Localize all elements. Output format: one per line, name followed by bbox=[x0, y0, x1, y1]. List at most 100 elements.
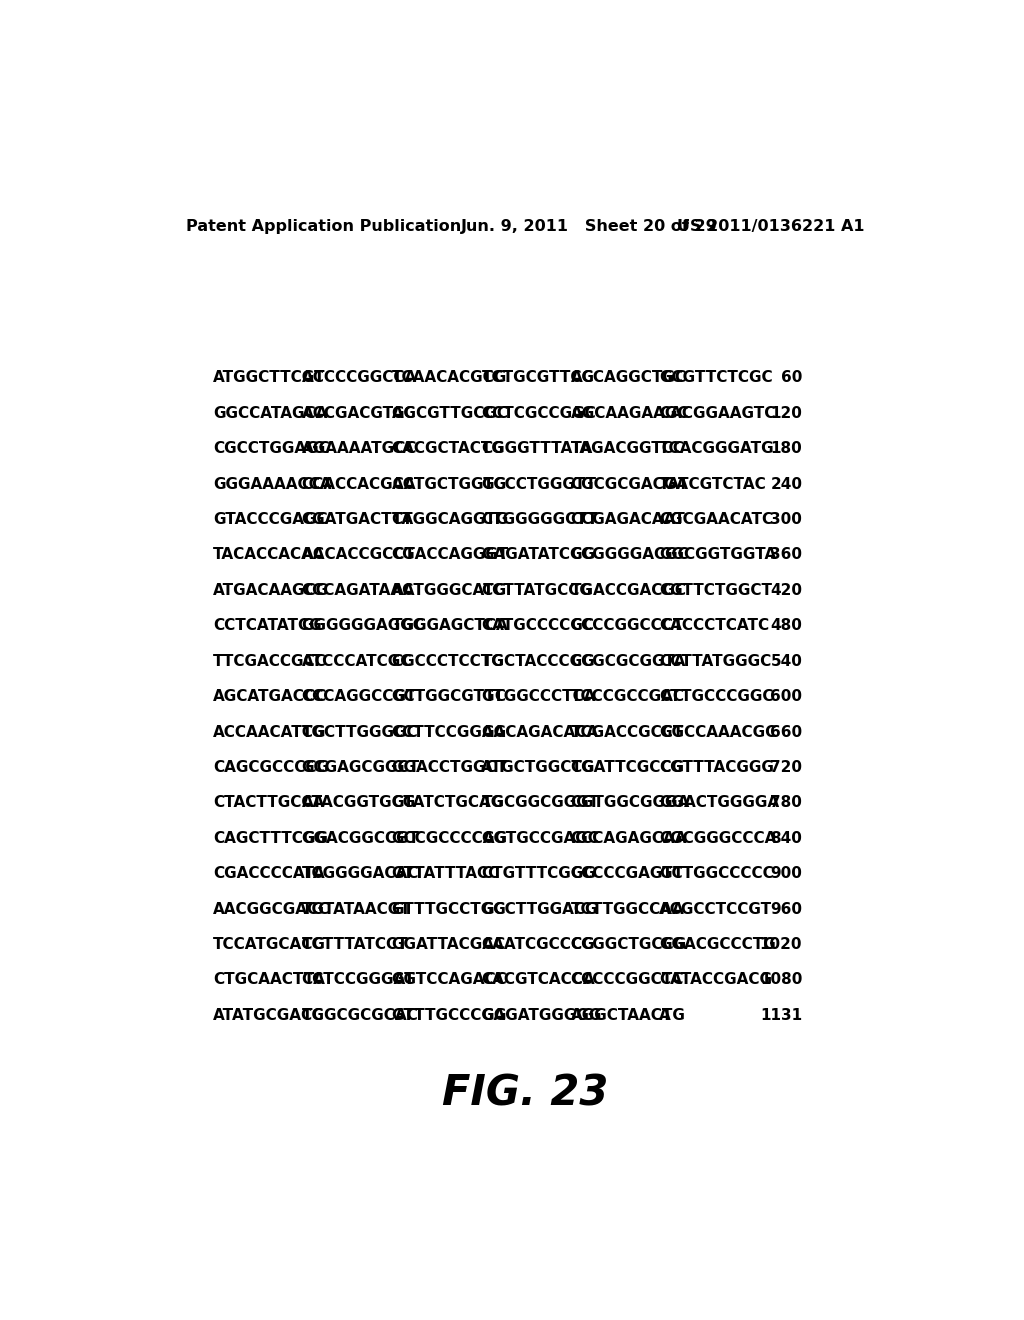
Text: TGGGAGCTCA: TGGGAGCTCA bbox=[391, 618, 508, 634]
Text: CCGGGGACGC: CCGGGGACGC bbox=[570, 548, 689, 562]
Text: TGCTTGGGGC: TGCTTGGGGC bbox=[302, 725, 418, 739]
Text: TCACGGGATG: TCACGGGATG bbox=[658, 441, 774, 457]
Text: ATCCCATCGC: ATCCCATCGC bbox=[302, 653, 412, 669]
Text: GGACGGCCGT: GGACGGCCGT bbox=[302, 830, 420, 846]
Text: CCCAGGCCGT: CCCAGGCCGT bbox=[302, 689, 417, 704]
Text: GGCCAAACGC: GGCCAAACGC bbox=[658, 725, 776, 739]
Text: 120: 120 bbox=[770, 405, 802, 421]
Text: A: A bbox=[658, 1008, 671, 1023]
Text: ACCAGGCTGC: ACCAGGCTGC bbox=[570, 371, 686, 385]
Text: CGACCCCATA: CGACCCCATA bbox=[213, 866, 325, 882]
Text: CCGAGACAAT: CCGAGACAAT bbox=[570, 512, 685, 527]
Text: ACGCCTCCGT: ACGCCTCCGT bbox=[658, 902, 772, 916]
Text: 540: 540 bbox=[770, 653, 802, 669]
Text: TTCGACCGCC: TTCGACCGCC bbox=[213, 653, 327, 669]
Text: CGACCAGGGT: CGACCAGGGT bbox=[391, 548, 509, 562]
Text: 240: 240 bbox=[770, 477, 802, 491]
Text: CCTTCCGGAG: CCTTCCGGAG bbox=[391, 725, 507, 739]
Text: CTGTTTCGGG: CTGTTTCGGG bbox=[481, 866, 596, 882]
Text: 900: 900 bbox=[770, 866, 802, 882]
Text: AACACCGCCT: AACACCGCCT bbox=[302, 548, 416, 562]
Text: GACAGACACA: GACAGACACA bbox=[481, 725, 598, 739]
Text: TATCGTCTAC: TATCGTCTAC bbox=[658, 477, 767, 491]
Text: GGTCCAGACC: GGTCCAGACC bbox=[391, 973, 507, 987]
Text: CCTCGCCGGC: CCTCGCCGGC bbox=[481, 405, 596, 421]
Text: CTACTTGCCA: CTACTTGCCA bbox=[213, 796, 325, 810]
Text: CTGCAACTTA: CTGCAACTTA bbox=[213, 973, 326, 987]
Text: TGACCGACGC: TGACCGACGC bbox=[570, 583, 686, 598]
Text: CGATGACTTA: CGATGACTTA bbox=[302, 512, 414, 527]
Text: TCCATGCACG: TCCATGCACG bbox=[213, 937, 326, 952]
Text: CGTTCTGGCT: CGTTCTGGCT bbox=[658, 583, 772, 598]
Text: Patent Application Publication: Patent Application Publication bbox=[186, 219, 462, 234]
Text: CAGCGCCCCG: CAGCGCCCCG bbox=[213, 760, 330, 775]
Text: ATATGCGACC: ATATGCGACC bbox=[213, 1008, 325, 1023]
Text: ACCCCGGCCA: ACCCCGGCCA bbox=[302, 371, 417, 385]
Text: TCTTTATCCT: TCTTTATCCT bbox=[302, 937, 409, 952]
Text: 360: 360 bbox=[770, 548, 802, 562]
Text: TGGCGCGCAC: TGGCGCGCAC bbox=[302, 1008, 419, 1023]
Text: GAGATGGGGG: GAGATGGGGG bbox=[481, 1008, 602, 1023]
Text: AGCATGACCC: AGCATGACCC bbox=[213, 689, 328, 704]
Text: US 2011/0136221 A1: US 2011/0136221 A1 bbox=[677, 219, 864, 234]
Text: CGATTCGCCG: CGATTCGCCG bbox=[570, 760, 684, 775]
Text: GGCCATAGCA: GGCCATAGCA bbox=[213, 405, 328, 421]
Text: CGCCCTCCTG: CGCCCTCCTG bbox=[391, 653, 504, 669]
Text: TCTTGGCCAA: TCTTGGCCAA bbox=[570, 902, 684, 916]
Text: 660: 660 bbox=[770, 725, 802, 739]
Text: GGCGTTGCGC: GGCGTTGCGC bbox=[391, 405, 509, 421]
Text: CATACCGACG: CATACCGACG bbox=[658, 973, 772, 987]
Text: 780: 780 bbox=[770, 796, 802, 810]
Text: GCTGGCCCCC: GCTGGCCCCC bbox=[658, 866, 773, 882]
Text: 420: 420 bbox=[770, 583, 802, 598]
Text: CCTTATGCCG: CCTTATGCCG bbox=[481, 583, 592, 598]
Text: 480: 480 bbox=[770, 618, 802, 634]
Text: TCAACACGCG: TCAACACGCG bbox=[391, 371, 507, 385]
Text: CACCCTCATC: CACCCTCATC bbox=[658, 618, 769, 634]
Text: GAGATATCGG: GAGATATCGG bbox=[481, 548, 595, 562]
Text: CGCGCGACGA: CGCGCGACGA bbox=[570, 477, 688, 491]
Text: CTTGCCCGGC: CTTGCCCGGC bbox=[658, 689, 773, 704]
Text: 600: 600 bbox=[770, 689, 802, 704]
Text: GCCTTGGACG: GCCTTGGACG bbox=[481, 902, 598, 916]
Text: GTTATTTACC: GTTATTTACC bbox=[391, 866, 500, 882]
Text: 1020: 1020 bbox=[760, 937, 802, 952]
Text: 1131: 1131 bbox=[760, 1008, 802, 1023]
Text: CACGCTACTG: CACGCTACTG bbox=[391, 441, 505, 457]
Text: TGTATAACGT: TGTATAACGT bbox=[302, 902, 411, 916]
Text: GCCGCCCCAG: GCCGCCCCAG bbox=[391, 830, 508, 846]
Text: TCGACCGCCT: TCGACCGCCT bbox=[570, 725, 684, 739]
Text: 1080: 1080 bbox=[760, 973, 802, 987]
Text: AGGCTAACTG: AGGCTAACTG bbox=[570, 1008, 685, 1023]
Text: CCTCATATCG: CCTCATATCG bbox=[213, 618, 322, 634]
Text: CCCCCGAGTT: CCCCCGAGTT bbox=[570, 866, 684, 882]
Text: CCCAGAGCAA: CCCAGAGCAA bbox=[570, 830, 687, 846]
Text: CACGGAAGTC: CACGGAAGTC bbox=[658, 405, 775, 421]
Text: GCCCTGGGTT: GCCCTGGGTT bbox=[481, 477, 596, 491]
Text: GGACTGGGGA: GGACTGGGGA bbox=[658, 796, 779, 810]
Text: GTATCTGCAG: GTATCTGCAG bbox=[391, 796, 504, 810]
Text: ATGCTGGCTG: ATGCTGGCTG bbox=[481, 760, 596, 775]
Text: 60: 60 bbox=[781, 371, 802, 385]
Text: CCTCCGGGAT: CCTCCGGGAT bbox=[302, 973, 415, 987]
Text: AATGGGCATG: AATGGGCATG bbox=[391, 583, 507, 598]
Text: GGGAAAACCA: GGGAAAACCA bbox=[213, 477, 332, 491]
Text: GCGAGCGGCT: GCGAGCGGCT bbox=[302, 760, 420, 775]
Text: CGCGGGCCCA: CGCGGGCCCA bbox=[658, 830, 776, 846]
Text: 720: 720 bbox=[770, 760, 802, 775]
Text: TCTGCGTTCG: TCTGCGTTCG bbox=[481, 371, 594, 385]
Text: CCTTATGGGC: CCTTATGGGC bbox=[658, 653, 771, 669]
Text: CCCAGATAAC: CCCAGATAAC bbox=[302, 583, 414, 598]
Text: TAGACGGTCC: TAGACGGTCC bbox=[570, 441, 684, 457]
Text: GTTTGCCTGG: GTTTGCCTGG bbox=[391, 902, 506, 916]
Text: TGCGGCGGGT: TGCGGCGGGT bbox=[481, 796, 599, 810]
Text: AACGGCGACC: AACGGCGACC bbox=[213, 902, 331, 916]
Text: CAATCGCCCG: CAATCGCCCG bbox=[481, 937, 595, 952]
Text: TACACCACAC: TACACCACAC bbox=[213, 548, 326, 562]
Text: CCCCGGCCCT: CCCCGGCCCT bbox=[570, 618, 684, 634]
Text: CCGGCTGCCG: CCGGCTGCCG bbox=[570, 937, 687, 952]
Text: GGACGCCCTG: GGACGCCCTG bbox=[658, 937, 775, 952]
Text: GGACCTGGCT: GGACCTGGCT bbox=[391, 760, 508, 775]
Text: ACTGCTGGTG: ACTGCTGGTG bbox=[391, 477, 507, 491]
Text: ATACGGTGCG: ATACGGTGCG bbox=[302, 796, 416, 810]
